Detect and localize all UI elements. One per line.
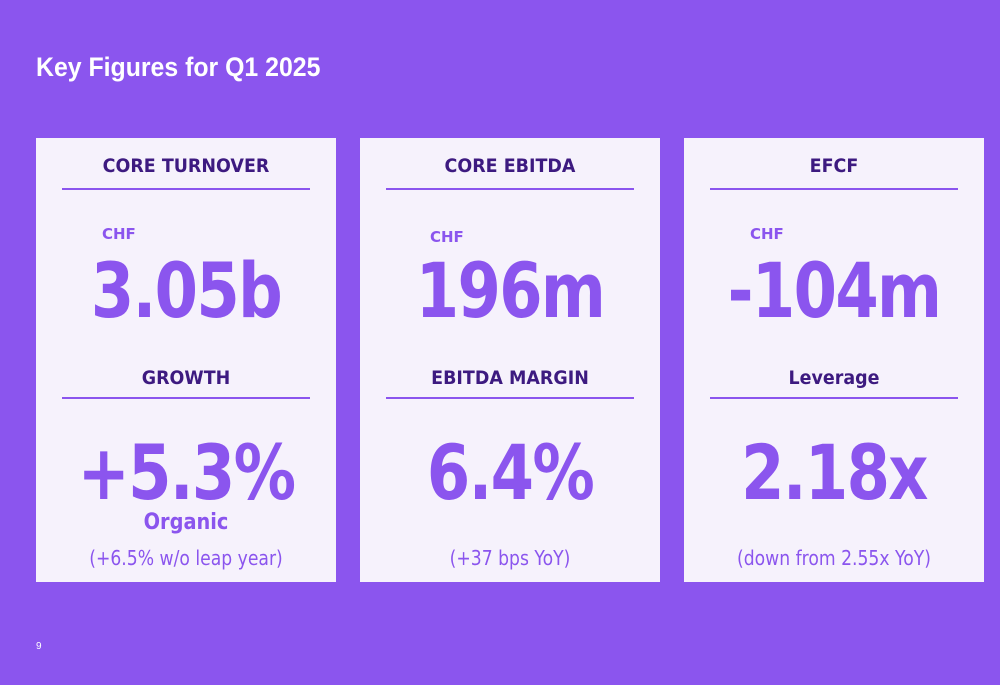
card-note: (+6.5% w/o leap year): [89, 546, 283, 570]
primary-value: 3.05b: [90, 246, 283, 335]
card-note: (+37 bps YoY): [449, 546, 571, 570]
page-number: 9: [36, 641, 42, 652]
divider: [62, 397, 310, 399]
card-core-ebitda: CORE EBITDA CHF 196m EBITDA MARGIN 6.4% …: [360, 138, 660, 582]
card-heading: EFCF: [809, 155, 859, 177]
page-title: Key Figures for Q1 2025: [36, 52, 321, 82]
primary-value: 196m: [415, 246, 606, 335]
card-heading: CORE EBITDA: [444, 155, 576, 177]
secondary-value: +5.3%: [77, 428, 297, 517]
card-efcf: EFCF CHF -104m Leverage 2.18x (down from…: [684, 138, 984, 582]
secondary-heading: GROWTH: [141, 367, 231, 389]
secondary-heading: EBITDA MARGIN: [431, 367, 589, 389]
card-note: (down from 2.55x YoY): [736, 546, 931, 570]
secondary-sublabel: Organic: [143, 510, 229, 535]
divider: [710, 188, 958, 190]
currency-label: CHF: [750, 225, 784, 243]
secondary-heading: Leverage: [788, 367, 880, 389]
secondary-value: 6.4%: [426, 428, 595, 517]
card-heading: CORE TURNOVER: [102, 155, 270, 177]
divider: [710, 397, 958, 399]
divider: [386, 397, 634, 399]
divider: [386, 188, 634, 190]
currency-label: CHF: [102, 225, 136, 243]
card-core-turnover: CORE TURNOVER CHF 3.05b GROWTH +5.3% Org…: [36, 138, 336, 582]
divider: [62, 188, 310, 190]
secondary-value: 2.18x: [741, 428, 928, 517]
primary-value: -104m: [727, 246, 942, 335]
currency-label: CHF: [430, 228, 464, 246]
